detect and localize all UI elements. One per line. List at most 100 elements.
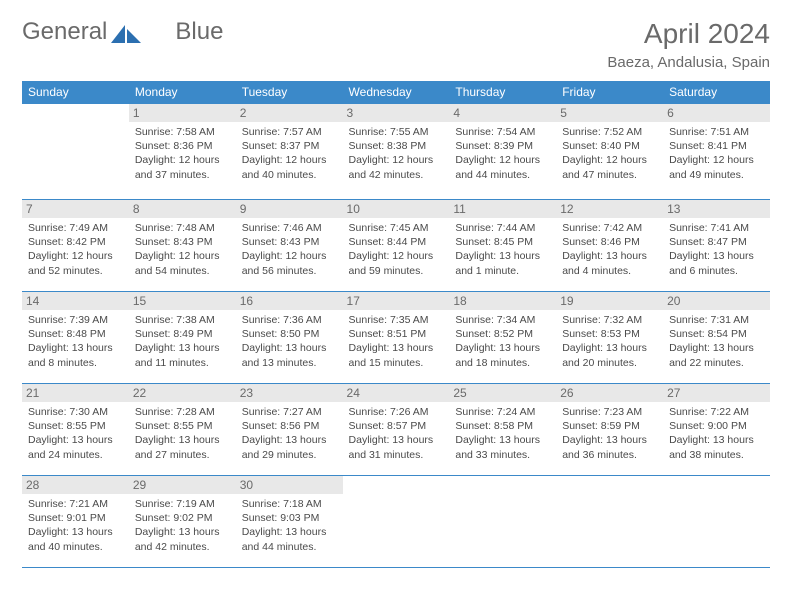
day-number: 19 xyxy=(556,292,663,310)
weekday-header: Monday xyxy=(129,81,236,104)
title-block: April 2024 Baeza, Andalusia, Spain xyxy=(607,18,770,71)
calendar-cell: 28Sunrise: 7:21 AMSunset: 9:01 PMDayligh… xyxy=(22,476,129,568)
month-title: April 2024 xyxy=(607,18,770,50)
day-number: 8 xyxy=(129,200,236,218)
daylight-line: Daylight: 13 hours and 4 minutes. xyxy=(562,249,657,277)
daylight-line: Daylight: 13 hours and 24 minutes. xyxy=(28,433,123,461)
sunset-line: Sunset: 8:52 PM xyxy=(455,327,550,341)
sail-icon xyxy=(111,22,143,42)
sunrise-line: Sunrise: 7:23 AM xyxy=(562,405,657,419)
daylight-line: Daylight: 12 hours and 49 minutes. xyxy=(669,153,764,181)
sunrise-line: Sunrise: 7:32 AM xyxy=(562,313,657,327)
day-number: 27 xyxy=(663,384,770,402)
calendar-row: 7Sunrise: 7:49 AMSunset: 8:42 PMDaylight… xyxy=(22,200,770,292)
calendar-body: 1Sunrise: 7:58 AMSunset: 8:36 PMDaylight… xyxy=(22,104,770,568)
sunrise-line: Sunrise: 7:46 AM xyxy=(242,221,337,235)
day-number: 23 xyxy=(236,384,343,402)
sunset-line: Sunset: 8:50 PM xyxy=(242,327,337,341)
day-number: 6 xyxy=(663,104,770,122)
calendar-cell: 8Sunrise: 7:48 AMSunset: 8:43 PMDaylight… xyxy=(129,200,236,292)
daylight-line: Daylight: 13 hours and 29 minutes. xyxy=(242,433,337,461)
sunset-line: Sunset: 8:44 PM xyxy=(349,235,444,249)
sunrise-line: Sunrise: 7:48 AM xyxy=(135,221,230,235)
calendar-cell xyxy=(449,476,556,568)
day-number: 7 xyxy=(22,200,129,218)
calendar-cell: 22Sunrise: 7:28 AMSunset: 8:55 PMDayligh… xyxy=(129,384,236,476)
sunrise-line: Sunrise: 7:54 AM xyxy=(455,125,550,139)
calendar-cell: 7Sunrise: 7:49 AMSunset: 8:42 PMDaylight… xyxy=(22,200,129,292)
calendar-cell: 30Sunrise: 7:18 AMSunset: 9:03 PMDayligh… xyxy=(236,476,343,568)
calendar-cell: 24Sunrise: 7:26 AMSunset: 8:57 PMDayligh… xyxy=(343,384,450,476)
weekday-header: Friday xyxy=(556,81,663,104)
sunrise-line: Sunrise: 7:27 AM xyxy=(242,405,337,419)
daylight-line: Daylight: 13 hours and 44 minutes. xyxy=(242,525,337,553)
sunset-line: Sunset: 8:48 PM xyxy=(28,327,123,341)
calendar-cell: 9Sunrise: 7:46 AMSunset: 8:43 PMDaylight… xyxy=(236,200,343,292)
daylight-line: Daylight: 13 hours and 40 minutes. xyxy=(28,525,123,553)
calendar-row: 21Sunrise: 7:30 AMSunset: 8:55 PMDayligh… xyxy=(22,384,770,476)
calendar-cell: 17Sunrise: 7:35 AMSunset: 8:51 PMDayligh… xyxy=(343,292,450,384)
calendar-cell xyxy=(556,476,663,568)
sunrise-line: Sunrise: 7:41 AM xyxy=(669,221,764,235)
sunset-line: Sunset: 8:37 PM xyxy=(242,139,337,153)
daylight-line: Daylight: 12 hours and 56 minutes. xyxy=(242,249,337,277)
daylight-line: Daylight: 12 hours and 52 minutes. xyxy=(28,249,123,277)
sunset-line: Sunset: 8:51 PM xyxy=(349,327,444,341)
calendar-cell xyxy=(663,476,770,568)
daylight-line: Daylight: 12 hours and 37 minutes. xyxy=(135,153,230,181)
day-number: 20 xyxy=(663,292,770,310)
sunset-line: Sunset: 8:46 PM xyxy=(562,235,657,249)
sunset-line: Sunset: 8:57 PM xyxy=(349,419,444,433)
day-number: 3 xyxy=(343,104,450,122)
calendar-row: 28Sunrise: 7:21 AMSunset: 9:01 PMDayligh… xyxy=(22,476,770,568)
day-number: 11 xyxy=(449,200,556,218)
location: Baeza, Andalusia, Spain xyxy=(607,54,770,71)
sunset-line: Sunset: 8:56 PM xyxy=(242,419,337,433)
calendar-cell: 19Sunrise: 7:32 AMSunset: 8:53 PMDayligh… xyxy=(556,292,663,384)
day-number: 21 xyxy=(22,384,129,402)
sunrise-line: Sunrise: 7:52 AM xyxy=(562,125,657,139)
calendar-cell: 23 Sunrise: 7:27 AMSunset: 8:56 PMDayligh… xyxy=(236,384,343,476)
day-number: 9 xyxy=(236,200,343,218)
daylight-line: Daylight: 12 hours and 42 minutes. xyxy=(349,153,444,181)
day-number: 13 xyxy=(663,200,770,218)
sunrise-line: Sunrise: 7:34 AM xyxy=(455,313,550,327)
calendar-cell: 20Sunrise: 7:31 AMSunset: 8:54 PMDayligh… xyxy=(663,292,770,384)
sunset-line: Sunset: 8:42 PM xyxy=(28,235,123,249)
day-number: 18 xyxy=(449,292,556,310)
sunrise-line: Sunrise: 7:55 AM xyxy=(349,125,444,139)
weekday-header: Sunday xyxy=(22,81,129,104)
calendar-cell: 1Sunrise: 7:58 AMSunset: 8:36 PMDaylight… xyxy=(129,104,236,200)
daylight-line: Daylight: 13 hours and 27 minutes. xyxy=(135,433,230,461)
calendar-cell: 4Sunrise: 7:54 AMSunset: 8:39 PMDaylight… xyxy=(449,104,556,200)
calendar-cell: 6Sunrise: 7:51 AMSunset: 8:41 PMDaylight… xyxy=(663,104,770,200)
daylight-line: Daylight: 12 hours and 40 minutes. xyxy=(242,153,337,181)
weekday-header: Thursday xyxy=(449,81,556,104)
day-number: 2 xyxy=(236,104,343,122)
sunset-line: Sunset: 9:01 PM xyxy=(28,511,123,525)
day-number: 30 xyxy=(236,476,343,494)
calendar-cell: 29Sunrise: 7:19 AMSunset: 9:02 PMDayligh… xyxy=(129,476,236,568)
sunrise-line: Sunrise: 7:38 AM xyxy=(135,313,230,327)
calendar-cell: 25Sunrise: 7:24 AMSunset: 8:58 PMDayligh… xyxy=(449,384,556,476)
daylight-line: Daylight: 13 hours and 13 minutes. xyxy=(242,341,337,369)
sunrise-line: Sunrise: 7:36 AM xyxy=(242,313,337,327)
calendar-cell xyxy=(22,104,129,200)
day-number: 17 xyxy=(343,292,450,310)
daylight-line: Daylight: 13 hours and 31 minutes. xyxy=(349,433,444,461)
sunrise-line: Sunrise: 7:58 AM xyxy=(135,125,230,139)
day-number: 26 xyxy=(556,384,663,402)
sunrise-line: Sunrise: 7:51 AM xyxy=(669,125,764,139)
daylight-line: Daylight: 13 hours and 11 minutes. xyxy=(135,341,230,369)
calendar-cell: 2Sunrise: 7:57 AMSunset: 8:37 PMDaylight… xyxy=(236,104,343,200)
calendar-cell: 18Sunrise: 7:34 AMSunset: 8:52 PMDayligh… xyxy=(449,292,556,384)
logo-text-1: General xyxy=(22,18,107,46)
sunrise-line: Sunrise: 7:30 AM xyxy=(28,405,123,419)
daylight-line: Daylight: 13 hours and 33 minutes. xyxy=(455,433,550,461)
sunrise-line: Sunrise: 7:19 AM xyxy=(135,497,230,511)
daylight-line: Daylight: 13 hours and 15 minutes. xyxy=(349,341,444,369)
day-number: 15 xyxy=(129,292,236,310)
daylight-line: Daylight: 12 hours and 54 minutes. xyxy=(135,249,230,277)
calendar-cell: 27Sunrise: 7:22 AMSunset: 9:00 PMDayligh… xyxy=(663,384,770,476)
calendar-cell: 5Sunrise: 7:52 AMSunset: 8:40 PMDaylight… xyxy=(556,104,663,200)
